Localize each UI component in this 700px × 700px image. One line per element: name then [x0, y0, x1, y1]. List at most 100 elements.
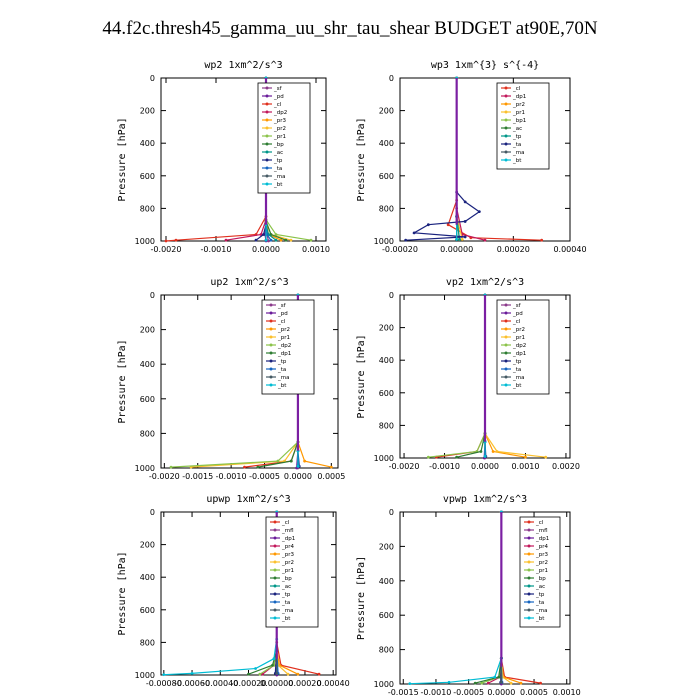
panel-6-legend-label: _mfl — [535, 528, 548, 534]
panel-2-legend-label: _ac — [512, 126, 522, 132]
panel-1-ytick-label: 0 — [150, 74, 155, 83]
panel-5-xtick-label: -0.00020 — [231, 679, 267, 688]
panel-4-point — [455, 455, 459, 459]
panel-6-point — [480, 681, 484, 685]
panel-6-legend-marker — [527, 608, 531, 612]
panel-3-legend-marker — [269, 311, 273, 315]
panel-5-legend-label: _pr1 — [281, 568, 294, 574]
panel-1-legend-label: _bt — [273, 182, 283, 188]
panel-4-ytick-label: 1000 — [374, 454, 394, 463]
panel-5-legend-marker — [273, 608, 277, 612]
panel-4-legend-label: _pr1 — [512, 335, 525, 341]
panel-1-point — [224, 238, 228, 242]
panel-1-point — [174, 238, 178, 242]
panel-2-legend-marker — [504, 142, 508, 146]
panel-1-point — [284, 238, 288, 242]
panel-6-frame — [399, 511, 571, 685]
panel-2-ylabel: Pressure [hPa] — [356, 117, 367, 201]
panel-4-legend-label: _pr2 — [512, 327, 525, 333]
panel-6-legend-marker — [527, 536, 531, 540]
panel-5-point — [272, 657, 276, 661]
panel-5-ytick-label: 1000 — [135, 671, 155, 680]
panel-1-legend-label: _pd — [273, 94, 284, 100]
panel-1-point — [254, 238, 258, 242]
panel-6-legend-label: _bp — [535, 576, 546, 582]
panel-4-title: vp2 1xm^2/s^3 — [446, 277, 524, 288]
panel-4-ytick-label: 0 — [389, 291, 394, 300]
panel-2-legend-label: _tp — [512, 134, 522, 140]
panel-5-legend-label: _pr3 — [281, 552, 295, 558]
panel-5-legend-marker — [273, 560, 277, 564]
panel-1-legend-marker — [265, 150, 269, 154]
panel-3-legend-label: _dp2 — [277, 343, 291, 349]
panel-6-series-bp — [475, 512, 502, 684]
panel-5-legend-label: _dp1 — [281, 536, 295, 542]
panel-4-legend-label: _pd — [512, 311, 523, 317]
panel-3-legend-marker — [269, 367, 273, 371]
panel-4-legend-marker — [504, 367, 508, 371]
panel-6-legend-marker — [527, 616, 531, 620]
panel-5-legend-label: _ma — [281, 608, 293, 614]
panel-3-point — [289, 459, 293, 463]
panel-3-legend-label: _pr1 — [277, 335, 290, 341]
panel-3-legend-label: _sf — [277, 303, 287, 309]
panel-5-series-bt — [163, 512, 278, 676]
panel-1-ylabel: Pressure [hPa] — [117, 117, 128, 201]
panel-1-legend-marker — [265, 126, 269, 130]
panel-2-ytick-label: 600 — [379, 172, 394, 181]
panel-6-xtick-label: -0.0010 — [421, 688, 452, 697]
panel-5-point — [254, 667, 257, 670]
panel-4-xtick-label: 0.0010 — [511, 462, 539, 471]
panel-1-legend-label: _bp — [273, 142, 284, 148]
panel-1-xtick-label: 0.0000 — [252, 245, 280, 254]
panel-3-point — [276, 459, 280, 463]
panel-2-legend-marker — [504, 150, 508, 154]
panel-2-point — [404, 238, 408, 242]
panel-5-legend-label: _tp — [281, 592, 291, 598]
panel-1-point — [262, 233, 265, 236]
panel-4-legend-marker — [504, 335, 508, 339]
panel-3-point — [296, 464, 300, 468]
panel-1-ytick-label: 600 — [140, 172, 155, 181]
panel-4-legend-marker — [504, 351, 508, 355]
panel-6-point — [499, 680, 503, 684]
panel-6-xtick-label: -0.0005 — [453, 688, 484, 697]
panel-3-ytick-label: 600 — [140, 395, 155, 404]
panel-2-legend-label: _cl — [512, 86, 521, 92]
panel-1-point — [274, 233, 278, 236]
panel-2-series-ta — [405, 78, 481, 241]
panel-4-series-dp1 — [456, 295, 486, 458]
panel-1-legend-label: _ac — [273, 150, 283, 156]
panel-4-legend-marker — [504, 311, 508, 315]
panel-1-legend-label: _pr3 — [273, 118, 287, 124]
panel-2-point — [412, 231, 416, 235]
panel-2-legend-marker — [504, 86, 508, 90]
panel-4-point — [426, 455, 430, 459]
panel-5-xtick-label: 0.00040 — [317, 679, 350, 688]
panel-5-point — [190, 671, 194, 675]
panel-6-legend-marker — [527, 520, 531, 524]
panel-4-point — [544, 455, 548, 459]
panel-5-legend-label: _pr4 — [281, 544, 295, 550]
panel-6-xtick-label: 0.0000 — [487, 688, 515, 697]
panel-6-legend-marker — [527, 600, 531, 604]
panel-6-legend-label: _bt — [535, 616, 545, 622]
panel-6-legend-label: _tp — [535, 592, 545, 598]
panel-4-legend-marker — [504, 327, 508, 331]
panel-4-point — [524, 455, 527, 459]
panel-1-legend-marker — [265, 158, 269, 162]
panel-2-legend-marker — [504, 134, 508, 138]
panel-1: wp2 1xm^2/s^3 Pressure [hPa] 0 200 400 600 800… — [117, 60, 330, 254]
panel-5-point — [317, 672, 321, 676]
panel-1-title: wp2 1xm^2/s^3 — [204, 60, 282, 71]
panel-2-series-dp1 — [456, 78, 486, 241]
panel-3-legend-marker — [269, 375, 273, 379]
panel-5-legend-label: _bp — [281, 576, 292, 582]
panel-2-point — [540, 238, 544, 242]
panel-5-ytick-label: 200 — [140, 541, 155, 550]
panel-3-legend-label: _bt — [277, 383, 287, 389]
panel-1-legend-label: _cl — [273, 102, 282, 108]
panel-2-ytick-label: 1000 — [374, 237, 394, 246]
panel-1-xtick-label: -0.0010 — [201, 245, 232, 254]
